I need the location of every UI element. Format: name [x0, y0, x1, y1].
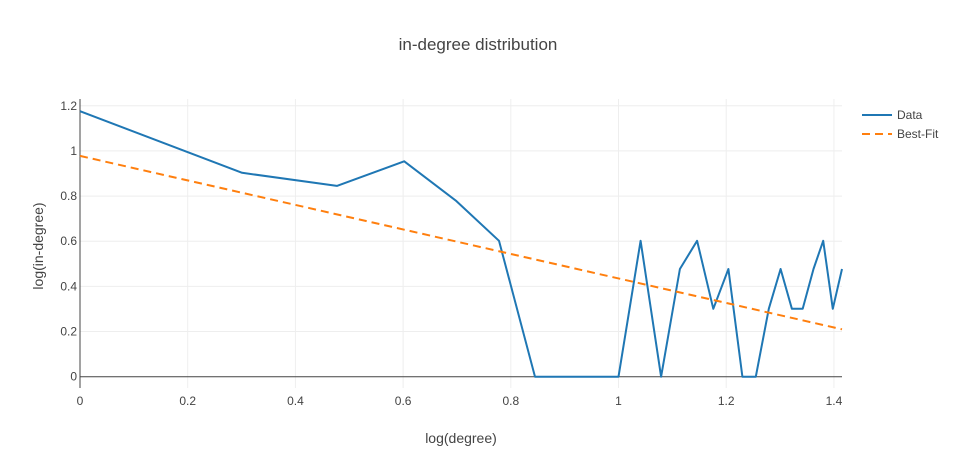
axes — [79, 99, 842, 388]
chart-title: in-degree distribution — [399, 35, 558, 54]
y-tick-label: 0.2 — [60, 325, 77, 339]
y-tick-label: 1.2 — [60, 99, 77, 113]
y-tick-label: 0.6 — [60, 234, 77, 248]
legend-item-data[interactable]: Data — [862, 108, 923, 122]
series-line-data[interactable] — [79, 110, 843, 378]
plot-area — [79, 110, 843, 378]
series-line-best-fit[interactable] — [79, 154, 843, 331]
grid — [80, 99, 842, 388]
x-tick-label: 0.6 — [395, 394, 412, 408]
legend-item-best-fit[interactable]: Best-Fit — [862, 127, 939, 141]
x-tick-label: 0.4 — [287, 394, 304, 408]
y-tick-label: 0 — [70, 370, 77, 384]
x-axis-title: log(degree) — [425, 430, 497, 446]
x-tick-label: 0.8 — [502, 394, 519, 408]
x-tick-label: 1 — [615, 394, 622, 408]
legend-label: Data — [897, 108, 923, 122]
x-tick-label: 0.2 — [179, 394, 196, 408]
y-tick-label: 1 — [70, 144, 77, 158]
legend[interactable]: Data Best-Fit — [862, 108, 939, 141]
x-tick-label: 0 — [77, 394, 84, 408]
tick-labels: 0 0.2 0.4 0.6 0.8 1 1.2 1.4 0 0.2 0.4 0.6 0.8 1 1.2 — [60, 99, 842, 408]
y-tick-label: 0.4 — [60, 279, 77, 293]
y-axis-title: log(in-degree) — [30, 202, 46, 289]
y-tick-label: 0.8 — [60, 189, 77, 203]
x-tick-label: 1.2 — [718, 394, 735, 408]
legend-label: Best-Fit — [897, 127, 939, 141]
x-tick-label: 1.4 — [826, 394, 843, 408]
